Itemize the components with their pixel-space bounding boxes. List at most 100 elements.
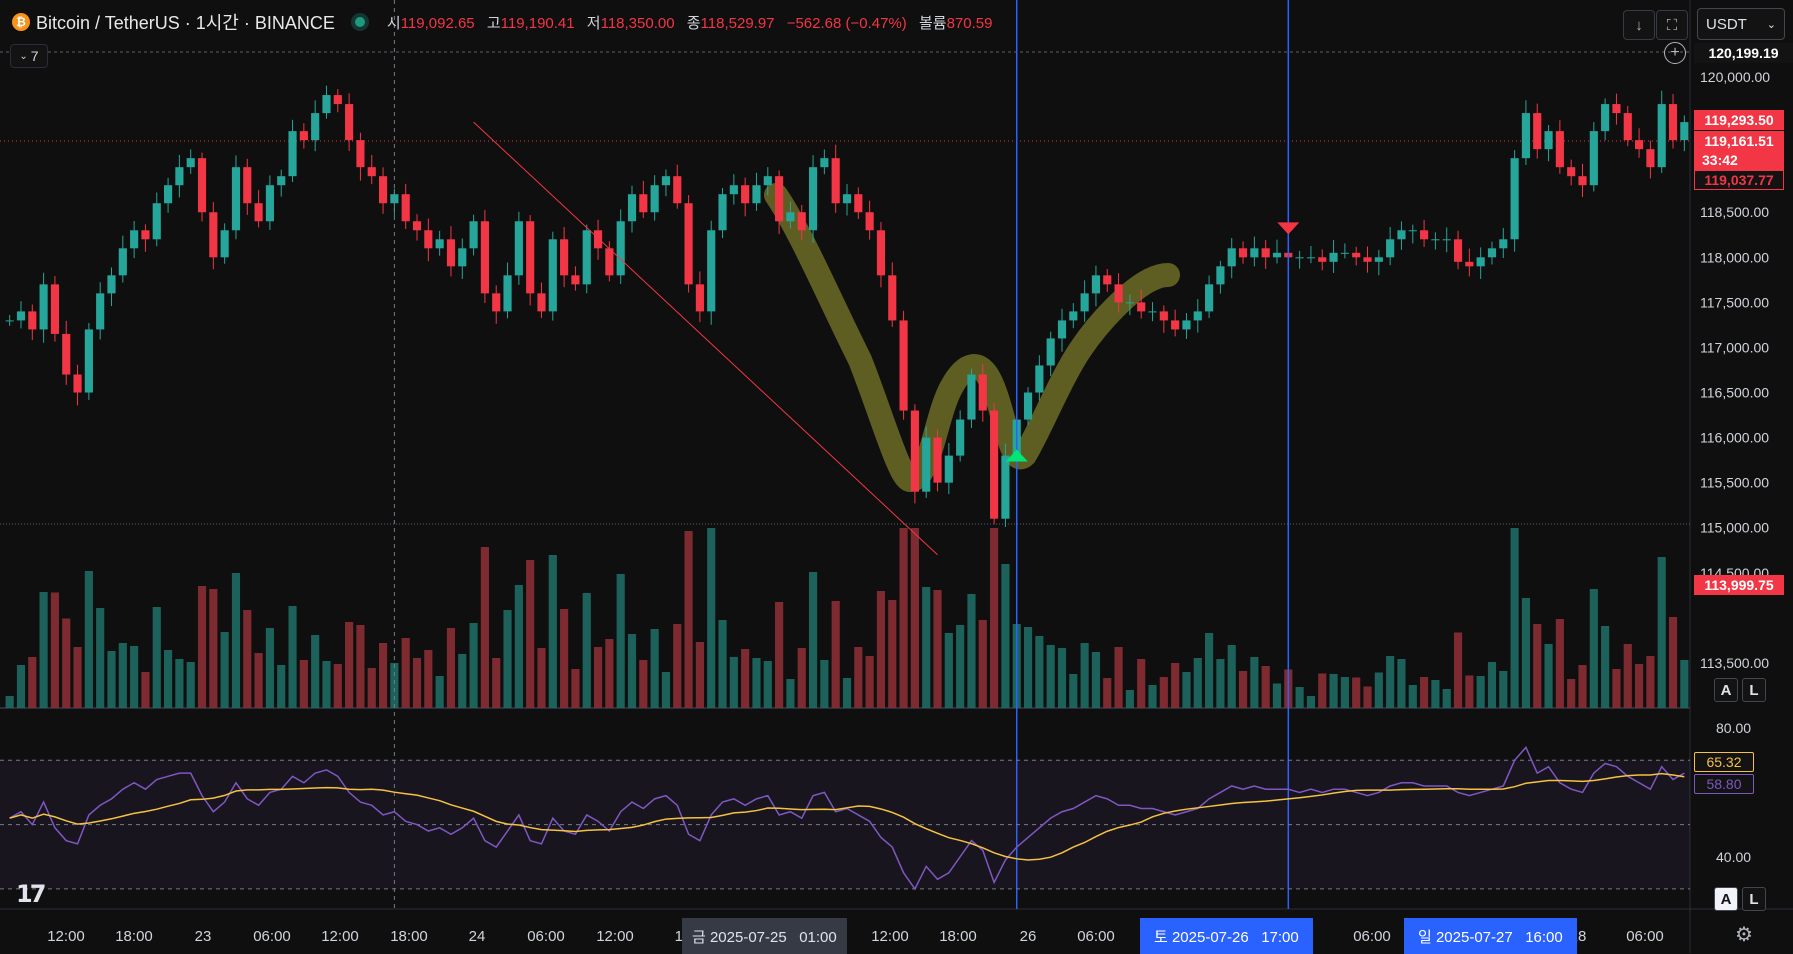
volume-bar — [582, 593, 591, 708]
candle-body — [1306, 257, 1316, 259]
volume-bar — [424, 650, 433, 708]
change-value: −562.68 (−0.47%) — [786, 14, 907, 32]
volume-bar — [910, 528, 919, 708]
candle-body — [1499, 239, 1508, 249]
volume-bar — [548, 555, 557, 708]
time-axis-label: 12:00 — [871, 927, 909, 945]
time-axis-label: 06:00 — [1626, 927, 1664, 945]
candle-body — [1035, 365, 1044, 393]
volume-bar — [62, 618, 71, 708]
candle-body — [616, 221, 625, 276]
volume-bar — [1205, 633, 1214, 708]
candle-body — [1182, 320, 1191, 330]
volume-bar — [1001, 564, 1010, 708]
volume-bar — [593, 647, 603, 708]
volume-bar — [333, 664, 342, 708]
symbol-title[interactable]: Bitcoin / TetherUS · 1시간 · BINANCE — [36, 13, 335, 33]
sell-signal-icon — [1277, 222, 1300, 235]
candle-body — [390, 194, 399, 204]
candle-body — [673, 176, 682, 204]
candle-body — [786, 212, 795, 222]
candle-body — [1533, 113, 1542, 150]
volume-bar — [1340, 677, 1349, 708]
candle-body — [842, 194, 852, 204]
rsi-auto-scale-button[interactable]: A — [1714, 887, 1738, 911]
volume-bar — [1680, 660, 1689, 708]
volume-bar — [1125, 690, 1134, 708]
ohlc-readout: 시119,092.65 고119,190.41 저118,350.00 종118… — [379, 12, 993, 33]
time-axis-label: 18:00 — [115, 927, 153, 945]
price-axis-label: 118,500.00 — [1700, 204, 1769, 220]
candle-body — [729, 185, 738, 195]
highlight-stroke — [764, 183, 1180, 493]
volume-bar — [1046, 645, 1055, 708]
time-axis-label: 12:00 — [47, 927, 85, 945]
high-value: 119,190.41 — [500, 14, 575, 32]
volume-bar — [944, 633, 953, 708]
time-axis-label: 18:00 — [939, 927, 977, 945]
crosshair-time-label: 금 2025-07-25 01:00 — [682, 918, 847, 954]
volume-bar — [978, 620, 987, 708]
candle-body — [1148, 311, 1157, 313]
volume-bar — [650, 629, 659, 708]
candle-body — [130, 230, 139, 249]
candle-body — [367, 167, 376, 177]
open-value: 119,092.65 — [400, 14, 475, 32]
volume-bar — [84, 571, 93, 708]
volume-bar — [412, 658, 422, 708]
volume-bar — [209, 589, 218, 708]
volume-bar — [1499, 671, 1508, 708]
open-label: 시 — [386, 14, 401, 32]
candle-body — [446, 239, 456, 267]
candle-body — [560, 239, 569, 276]
volume-bar — [786, 679, 795, 708]
candle-body — [1227, 248, 1236, 267]
volume-bar — [956, 625, 965, 708]
candle-body — [639, 194, 648, 213]
volume-bar — [990, 528, 999, 708]
chevron-down-icon: ⌄ — [19, 50, 28, 62]
fullscreen-button[interactable]: ⛶ — [1656, 10, 1688, 40]
download-button[interactable]: ↓ — [1623, 10, 1655, 40]
volume-bar — [1103, 678, 1112, 708]
volume-bar — [367, 668, 376, 708]
volume-bar — [1114, 647, 1123, 708]
time-axis-label: 12:00 — [321, 927, 359, 945]
candle-body — [1091, 275, 1101, 294]
rsi-log-scale-button[interactable]: L — [1742, 887, 1766, 911]
volume-bar — [73, 647, 82, 708]
candle-body — [469, 221, 478, 249]
volume-bar — [118, 643, 127, 708]
currency-select[interactable]: USDT ⌄ — [1697, 8, 1785, 40]
plus-circle-icon[interactable]: + — [1664, 42, 1686, 64]
volume-bar — [1352, 677, 1361, 708]
volume-bar — [605, 639, 614, 708]
volume-bar — [243, 610, 252, 708]
candle-body — [288, 131, 297, 177]
volume-bar — [130, 646, 139, 708]
volume-label: 볼륨 — [918, 14, 947, 32]
volume-value: 870.59 — [946, 14, 993, 32]
volume-bar — [763, 661, 772, 708]
high-price-tag: 119,293.50 — [1694, 110, 1784, 130]
volume-bar — [888, 600, 897, 708]
time-axis-label: 06:00 — [527, 927, 565, 945]
volume-bar — [1148, 685, 1157, 708]
candle-body — [1578, 176, 1587, 186]
volume-bar — [141, 672, 150, 708]
close-value: 118,529.97 — [700, 14, 775, 32]
auto-scale-button[interactable]: A — [1714, 678, 1738, 702]
gear-icon[interactable]: ⚙ — [1735, 923, 1753, 946]
volume-bar — [1657, 557, 1666, 708]
volume-bar — [639, 660, 648, 708]
trendline — [473, 121, 938, 556]
volume-bar — [526, 560, 535, 708]
log-scale-button[interactable]: L — [1742, 678, 1766, 702]
rsi-axis-label: 80.00 — [1716, 720, 1751, 736]
rsi-ma-line — [9, 772, 1685, 861]
candle-body — [299, 131, 308, 141]
volume-bar — [876, 591, 886, 708]
tradingview-logo: 17 — [16, 880, 46, 908]
indicators-toggle-button[interactable]: ⌄ 7 — [10, 44, 48, 68]
